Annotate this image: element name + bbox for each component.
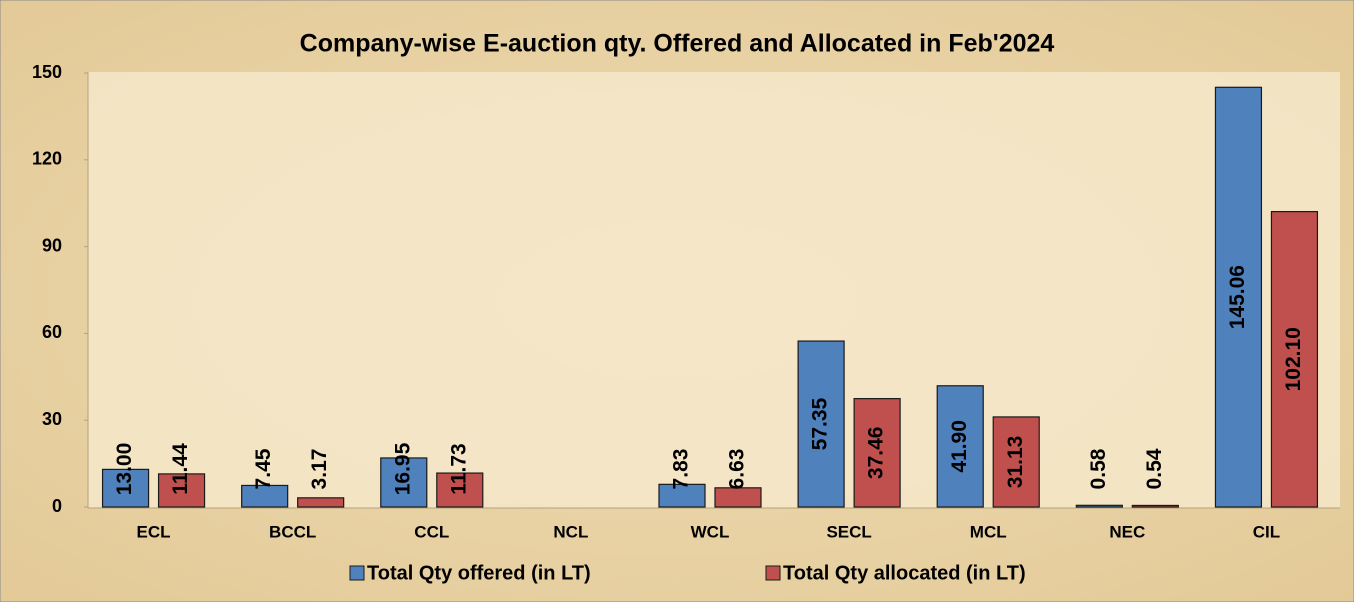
- value-label: 102.10: [1282, 327, 1305, 391]
- value-label: 145.06: [1226, 265, 1249, 329]
- y-tick-label: 90: [42, 235, 62, 255]
- value-label: 7.83: [670, 449, 693, 490]
- value-label: 11.44: [169, 443, 192, 495]
- bar: [853, 398, 901, 508]
- bar: [157, 473, 206, 508]
- x-tick-label: SECL: [826, 522, 871, 541]
- x-tick-label: BCCL: [269, 522, 316, 541]
- value-label: 7.45: [252, 448, 275, 489]
- value-label: 57.35: [809, 397, 832, 450]
- plot-area: [88, 72, 1340, 508]
- bar: [1270, 210, 1319, 508]
- x-tick-label: NCL: [553, 522, 588, 541]
- legend-swatch: [349, 565, 365, 581]
- y-tick-label: 30: [42, 409, 62, 429]
- value-label: 0.54: [1143, 448, 1166, 489]
- bar: [1131, 504, 1179, 508]
- bar: [241, 484, 289, 508]
- bar: [1075, 504, 1123, 508]
- y-tick-label: 120: [32, 149, 62, 169]
- bar: [101, 468, 150, 508]
- x-tick-label: CCL: [414, 522, 449, 541]
- bar: [936, 385, 984, 508]
- bar: [380, 457, 428, 508]
- y-tick-label: 0: [52, 496, 62, 516]
- y-tick-label: 150: [32, 62, 62, 82]
- legend-label: Total Qty allocated (in LT): [783, 562, 1026, 584]
- value-label: 13.00: [113, 443, 136, 496]
- bar: [992, 416, 1040, 508]
- bar: [297, 497, 345, 508]
- x-tick-label: WCL: [691, 522, 730, 541]
- value-label: 41.90: [948, 420, 971, 473]
- legend-label: Total Qty offered (in LT): [367, 562, 591, 584]
- value-label: 31.13: [1004, 436, 1027, 489]
- chart-title: Company-wise E-auction qty. Offered and …: [300, 30, 1055, 58]
- bar: [658, 483, 706, 508]
- legend-swatch: [765, 565, 781, 581]
- x-tick-label: MCL: [970, 522, 1007, 541]
- bar: [797, 340, 845, 508]
- value-label: 16.95: [391, 442, 414, 495]
- value-label: 3.17: [308, 449, 331, 490]
- x-tick-label: CIL: [1253, 522, 1280, 541]
- value-label: 11.73: [447, 443, 470, 494]
- x-tick-label: NEC: [1109, 522, 1145, 541]
- bar: [1214, 86, 1263, 508]
- bar: [436, 472, 484, 508]
- value-label: 6.63: [726, 449, 749, 490]
- x-tick-label: ECL: [137, 522, 171, 541]
- bar: [714, 487, 762, 508]
- value-label: 37.46: [865, 427, 888, 480]
- y-tick-label: 60: [42, 322, 62, 342]
- value-label: 0.58: [1087, 448, 1110, 489]
